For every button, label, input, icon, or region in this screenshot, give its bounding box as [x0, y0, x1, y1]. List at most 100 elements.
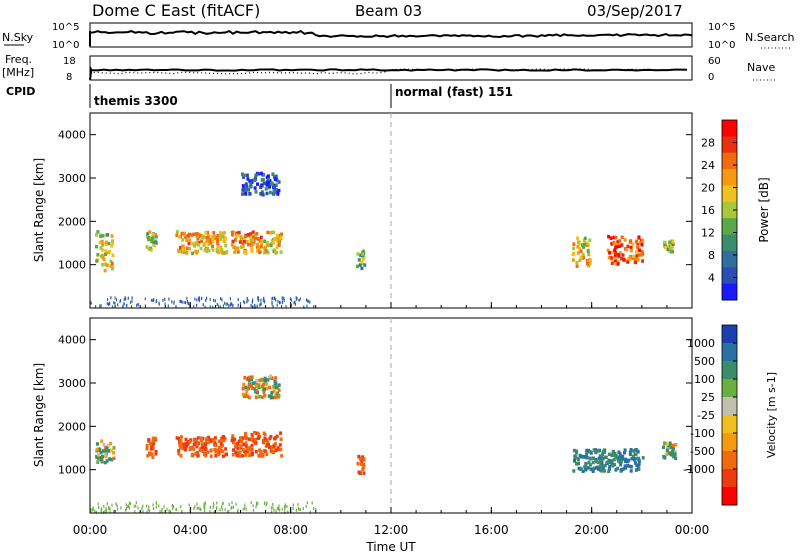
- power-cell: [274, 174, 278, 179]
- power-cell: [638, 241, 642, 245]
- velocity-cell: [585, 452, 589, 457]
- velocity-cell: [585, 455, 589, 460]
- velocity-cell: [272, 506, 274, 510]
- velocity-cell: [362, 463, 366, 467]
- power-cell: [257, 247, 261, 252]
- power-cell: [198, 296, 200, 300]
- velocity-cell: [579, 467, 583, 471]
- velocity-cell: [244, 453, 248, 457]
- velocity-cell: [361, 467, 365, 472]
- power-cell: [231, 302, 233, 306]
- velocity-cell: [292, 506, 294, 510]
- power-cell: [670, 245, 674, 249]
- power-cell: [571, 252, 575, 257]
- velocity-cell: [251, 452, 254, 457]
- velocity-cell: [271, 510, 273, 514]
- power-cell: [271, 300, 273, 304]
- power-cell: [188, 302, 190, 306]
- velocity-cell: [101, 449, 105, 453]
- power-cell: [250, 304, 252, 308]
- velocity-cell: [161, 507, 163, 511]
- velocity-cell: [279, 437, 283, 441]
- velocity-region: [662, 441, 678, 461]
- power-cell: [203, 241, 207, 246]
- velocity-cell: [202, 442, 205, 447]
- velocity-cell: [111, 503, 113, 507]
- power-cell: [256, 304, 258, 308]
- velocity-cell: [216, 452, 220, 457]
- velocity-cell: [273, 379, 277, 384]
- power-cell: [228, 304, 230, 308]
- power-cell: [259, 192, 263, 196]
- power-cell: [193, 305, 195, 309]
- freq-trace: [89, 66, 688, 81]
- velocity-cell: [576, 457, 580, 461]
- power-cell: [210, 234, 214, 239]
- power-cell: [198, 299, 201, 303]
- velocity-cell: [264, 438, 268, 442]
- power-cell: [640, 250, 644, 254]
- velocity-cell: [674, 456, 678, 461]
- velocity-cell: [588, 449, 592, 454]
- velocity-cell: [112, 456, 116, 461]
- power-cell: [298, 298, 300, 302]
- power-cell: [268, 190, 272, 195]
- freq-unit: [MHz]: [2, 66, 34, 79]
- cpid-segment-2: normal (fast) 151: [395, 85, 513, 99]
- power-cell: [213, 298, 215, 302]
- power-cell: [96, 230, 100, 234]
- velocity-cell: [247, 383, 251, 388]
- velocity-cell: [613, 453, 617, 458]
- power-cell: [220, 250, 224, 254]
- power-cell: [622, 258, 626, 262]
- power-cell: [620, 243, 624, 247]
- power-cell: [183, 300, 185, 304]
- power-cell: [221, 298, 223, 302]
- velocity-cell: [217, 445, 221, 450]
- power-cell: [575, 260, 579, 265]
- power-colorbar-tick-label: 20: [701, 182, 715, 195]
- velocity-cell: [619, 459, 623, 464]
- velocity-cell: [236, 442, 240, 447]
- power-cell: [203, 248, 207, 252]
- velocity-cell: [222, 454, 225, 458]
- power-cell: [236, 250, 240, 254]
- power-cell: [636, 258, 640, 262]
- velocity-cell: [277, 388, 281, 392]
- velocity-cell: [128, 506, 131, 510]
- power-colorbar-swatch: [722, 169, 737, 186]
- velocity-cell: [266, 501, 268, 505]
- power-cell: [188, 238, 192, 242]
- power-cell: [107, 241, 111, 246]
- nsearch-label: N.Search: [745, 31, 795, 44]
- power-cell: [610, 250, 614, 254]
- velocity-cell: [584, 468, 588, 472]
- power-cell: [579, 255, 583, 259]
- power-cell: [177, 249, 181, 254]
- power-cell: [102, 257, 106, 261]
- velocity-cell: [257, 453, 261, 458]
- power-cell: [258, 239, 262, 243]
- power-cell: [576, 236, 580, 240]
- power-cell: [153, 298, 155, 302]
- power-cell: [363, 263, 367, 267]
- power-cell: [277, 299, 279, 303]
- velocity-cell: [244, 444, 248, 448]
- power-cell: [123, 298, 125, 302]
- power-cell: [204, 305, 206, 309]
- velocity-cell: [361, 455, 365, 459]
- power-cell: [278, 237, 282, 241]
- velocity-cell: [230, 438, 234, 443]
- power-cell: [668, 243, 672, 248]
- velocity-cell: [309, 510, 311, 514]
- power-cell: [191, 251, 195, 256]
- power-cell: [190, 233, 194, 237]
- power-cell: [205, 298, 207, 302]
- power-cell: [264, 187, 268, 191]
- velocity-cell: [213, 443, 216, 447]
- velocity-cell: [169, 510, 171, 514]
- nsky-tick-high: 10^5: [52, 22, 79, 33]
- power-cell: [110, 234, 114, 238]
- velocity-cell: [674, 443, 678, 447]
- velocity-cell: [617, 450, 621, 454]
